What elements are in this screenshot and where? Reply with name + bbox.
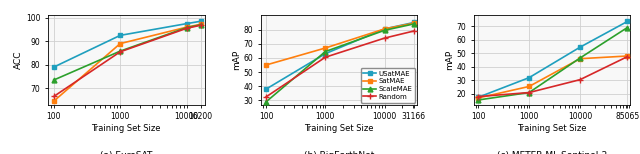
Text: (b) BigEarthNet: (b) BigEarthNet bbox=[304, 151, 374, 154]
Line: USatMAE: USatMAE bbox=[51, 19, 203, 70]
SatMAE bbox=[623, 55, 631, 57]
USatMAE bbox=[623, 21, 631, 22]
Random bbox=[623, 56, 631, 58]
Random bbox=[576, 79, 584, 81]
ScaleMAE bbox=[410, 23, 418, 25]
Legend: USatMAE, SatMAE, ScaleMAE, Random: USatMAE, SatMAE, ScaleMAE, Random bbox=[361, 68, 415, 103]
ScaleMAE bbox=[50, 79, 58, 81]
Line: ScaleMAE: ScaleMAE bbox=[476, 25, 630, 102]
USatMAE bbox=[116, 34, 124, 36]
Line: ScaleMAE: ScaleMAE bbox=[264, 21, 416, 104]
SatMAE bbox=[262, 64, 270, 66]
SatMAE bbox=[183, 26, 191, 28]
Random bbox=[474, 96, 482, 97]
Random bbox=[183, 27, 191, 29]
X-axis label: Training Set Size: Training Set Size bbox=[517, 124, 587, 133]
Line: ScaleMAE: ScaleMAE bbox=[51, 22, 203, 83]
ScaleMAE bbox=[474, 99, 482, 101]
USatMAE bbox=[262, 88, 270, 90]
Line: Random: Random bbox=[51, 22, 204, 100]
X-axis label: Training Set Size: Training Set Size bbox=[92, 124, 161, 133]
SatMAE bbox=[116, 43, 124, 45]
Random bbox=[525, 92, 533, 93]
USatMAE bbox=[576, 46, 584, 48]
SatMAE bbox=[381, 28, 388, 30]
USatMAE bbox=[196, 20, 204, 22]
Text: (a) EuroSAT: (a) EuroSAT bbox=[100, 151, 152, 154]
Line: USatMAE: USatMAE bbox=[264, 20, 416, 92]
SatMAE bbox=[576, 58, 584, 60]
USatMAE bbox=[50, 66, 58, 68]
Line: USatMAE: USatMAE bbox=[476, 19, 630, 100]
Y-axis label: mAP: mAP bbox=[232, 50, 241, 70]
Y-axis label: ACC: ACC bbox=[14, 51, 23, 69]
ScaleMAE bbox=[196, 24, 204, 26]
Random bbox=[262, 96, 270, 98]
SatMAE bbox=[50, 100, 58, 102]
Line: Random: Random bbox=[475, 54, 630, 100]
Random bbox=[381, 37, 388, 39]
ScaleMAE bbox=[183, 27, 191, 28]
ScaleMAE bbox=[262, 101, 270, 103]
ScaleMAE bbox=[525, 92, 533, 93]
ScaleMAE bbox=[381, 29, 388, 31]
USatMAE bbox=[183, 23, 191, 24]
ScaleMAE bbox=[576, 57, 584, 59]
SatMAE bbox=[196, 23, 204, 25]
Line: SatMAE: SatMAE bbox=[476, 54, 630, 100]
USatMAE bbox=[321, 53, 329, 55]
Line: Random: Random bbox=[263, 28, 417, 100]
USatMAE bbox=[525, 77, 533, 79]
Line: SatMAE: SatMAE bbox=[51, 22, 203, 104]
ScaleMAE bbox=[116, 50, 124, 52]
SatMAE bbox=[410, 22, 418, 24]
Y-axis label: mAP: mAP bbox=[445, 50, 454, 70]
USatMAE bbox=[474, 96, 482, 98]
Random bbox=[116, 51, 124, 53]
Random bbox=[321, 56, 329, 58]
Random bbox=[410, 30, 418, 32]
SatMAE bbox=[321, 47, 329, 49]
Random bbox=[196, 24, 204, 26]
USatMAE bbox=[381, 28, 388, 30]
SatMAE bbox=[474, 97, 482, 99]
Random bbox=[50, 96, 58, 97]
Line: SatMAE: SatMAE bbox=[264, 21, 416, 67]
ScaleMAE bbox=[321, 51, 329, 53]
USatMAE bbox=[410, 22, 418, 23]
Text: (c) METER-ML Sentinel-2: (c) METER-ML Sentinel-2 bbox=[497, 151, 607, 154]
SatMAE bbox=[525, 85, 533, 87]
X-axis label: Training Set Size: Training Set Size bbox=[305, 124, 374, 133]
ScaleMAE bbox=[623, 27, 631, 28]
